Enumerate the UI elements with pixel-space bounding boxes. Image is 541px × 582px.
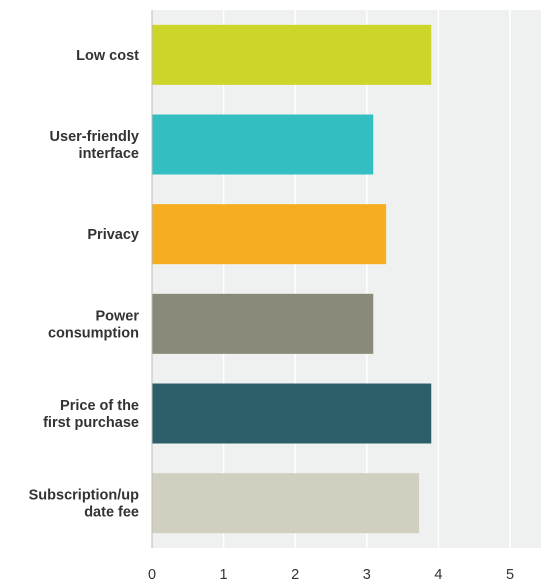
category-label: Low cost (76, 48, 139, 64)
x-tick-label: 1 (220, 567, 228, 582)
category-label: date fee (84, 505, 139, 521)
bars (152, 24, 432, 534)
x-tick-labels: 0 1 2 3 4 5 (148, 567, 514, 582)
bar (152, 204, 387, 265)
category-label: Subscription/up (29, 488, 140, 504)
bar (152, 293, 374, 354)
category-label: consumption (48, 325, 139, 341)
category-label: User-friendly (50, 129, 139, 145)
bar (152, 473, 420, 534)
plot-background (152, 10, 541, 548)
bar (152, 114, 374, 175)
category-label: Power (95, 308, 139, 324)
x-tick-label: 0 (148, 567, 156, 582)
category-label: Price of the (60, 398, 139, 414)
bar (152, 24, 432, 85)
category-label: Privacy (87, 227, 139, 243)
category-label: interface (79, 146, 139, 162)
x-tick-label: 2 (291, 567, 299, 582)
x-tick-label: 3 (363, 567, 371, 582)
x-tick-label: 5 (506, 567, 514, 582)
gridlines (222, 10, 511, 548)
bar (152, 383, 432, 444)
x-tick-label: 4 (434, 567, 442, 582)
category-label: first purchase (43, 415, 139, 431)
